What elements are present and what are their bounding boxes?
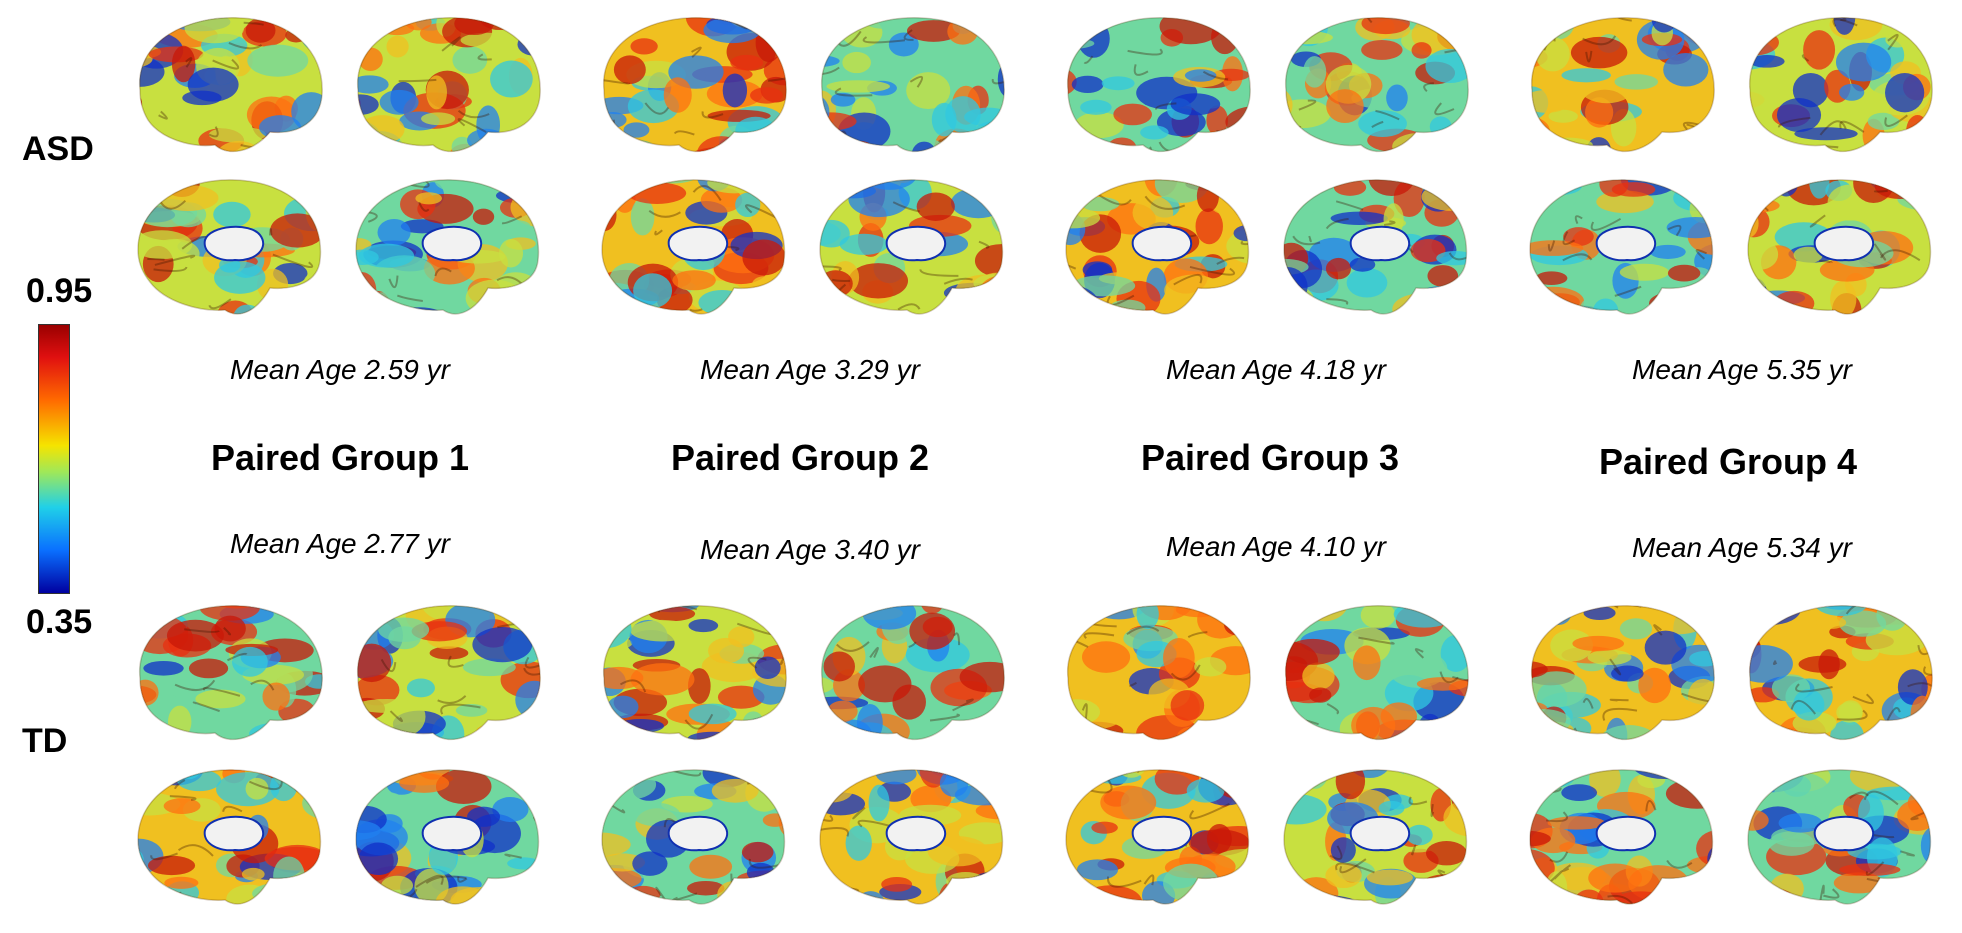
group4-title: Paired Group 4 — [1598, 441, 1858, 482]
td-brain-medial-3 — [601, 769, 786, 905]
asd-brain-medial-6 — [1283, 179, 1468, 315]
group3-td-age: Mean Age 4.10 yr — [1166, 531, 1386, 562]
asd-brain-medial-5 — [1065, 179, 1250, 315]
asd-row-label: ASD — [22, 130, 94, 168]
group1-td-age: Mean Age 2.77 yr — [230, 528, 450, 559]
group3-asd-age: Mean Age 4.18 yr — [1166, 354, 1386, 385]
td-brain-medial-2 — [355, 769, 540, 905]
group3-title: Paired Group 3 — [1140, 437, 1400, 478]
td-brain-medial-5 — [1065, 769, 1250, 905]
colorbar-min-label: 0.35 — [26, 603, 93, 641]
asd-brain-lateral-5 — [1067, 17, 1251, 153]
group1-title: Paired Group 1 — [210, 437, 470, 478]
td-row-label: TD — [22, 722, 68, 760]
td-brain-lateral-1 — [139, 605, 323, 741]
asd-brain-lateral-1 — [139, 17, 323, 153]
asd-brain-medial-3 — [601, 179, 786, 315]
td-brain-lateral-3 — [603, 605, 787, 741]
group4-asd-age: Mean Age 5.35 yr — [1632, 354, 1852, 385]
asd-brain-medial-1 — [137, 179, 322, 315]
colorbar-max-label: 0.95 — [26, 272, 93, 310]
td-brain-lateral-8 — [1749, 605, 1933, 741]
td-brain-lateral-6 — [1285, 605, 1469, 741]
td-brain-medial-8 — [1747, 769, 1932, 905]
td-brain-medial-4 — [819, 769, 1004, 905]
td-brain-lateral-5 — [1067, 605, 1251, 741]
asd-brain-medial-4 — [819, 179, 1004, 315]
group1-asd-age: Mean Age 2.59 yr — [230, 354, 450, 385]
group2-title: Paired Group 2 — [670, 437, 930, 478]
colorbar — [38, 324, 70, 594]
asd-brain-lateral-2 — [357, 17, 541, 153]
group4-td-age: Mean Age 5.34 yr — [1632, 532, 1852, 563]
td-brain-medial-7 — [1529, 769, 1714, 905]
asd-brain-lateral-6 — [1285, 17, 1469, 153]
td-brain-medial-1 — [137, 769, 322, 905]
td-brain-medial-6 — [1283, 769, 1468, 905]
asd-brain-lateral-8 — [1749, 17, 1933, 153]
td-brain-lateral-7 — [1531, 605, 1715, 741]
asd-brain-lateral-3 — [603, 17, 787, 153]
asd-brain-medial-2 — [355, 179, 540, 315]
asd-brain-lateral-4 — [821, 17, 1005, 153]
td-brain-lateral-2 — [357, 605, 541, 741]
asd-brain-medial-7 — [1529, 179, 1714, 315]
asd-brain-lateral-7 — [1531, 17, 1715, 153]
group2-td-age: Mean Age 3.40 yr — [700, 534, 920, 565]
asd-brain-medial-8 — [1747, 179, 1932, 315]
td-brain-lateral-4 — [821, 605, 1005, 741]
group2-asd-age: Mean Age 3.29 yr — [700, 354, 920, 385]
